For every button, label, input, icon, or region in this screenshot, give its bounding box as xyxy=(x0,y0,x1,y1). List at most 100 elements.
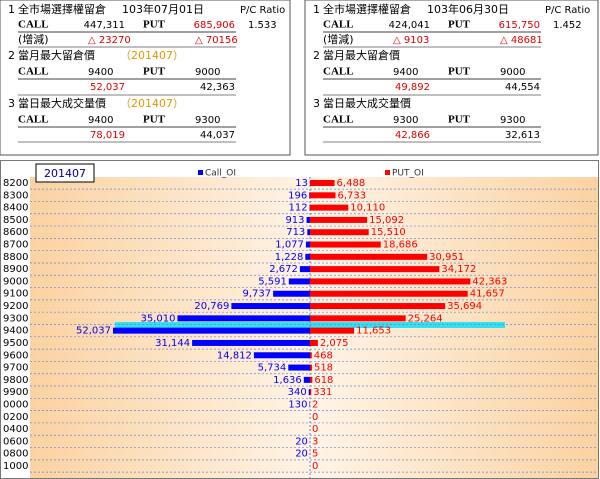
bar xyxy=(305,241,310,248)
y-tick-label: 0600 xyxy=(3,436,28,447)
value-label: 618 xyxy=(314,375,333,386)
value-label: 41,657 xyxy=(470,289,505,300)
cell-call-label: CALL xyxy=(18,19,49,31)
bar xyxy=(307,229,310,236)
bar xyxy=(310,389,312,396)
y-tick-label: 9900 xyxy=(3,387,28,398)
cell-change-label: (增減) xyxy=(323,32,354,46)
value-label: 25,264 xyxy=(408,313,443,324)
cell-number: 1 xyxy=(8,3,15,16)
value-label: 34,172 xyxy=(441,264,476,275)
value-label: 31,144 xyxy=(155,338,190,349)
cell-month: （201407） xyxy=(120,49,184,62)
cell-call-label: CALL xyxy=(323,19,354,31)
value-label: 1,077 xyxy=(275,240,304,251)
cell-put-value: 32,613 xyxy=(505,130,540,141)
bar xyxy=(177,315,310,322)
y-tick-label: 8600 xyxy=(3,227,28,238)
cell-month: （201407） xyxy=(120,97,184,110)
y-tick-label: 8300 xyxy=(3,190,28,201)
bar xyxy=(310,352,312,359)
y-tick-label: 8200 xyxy=(3,178,28,189)
bar xyxy=(310,327,355,334)
value-label: 468 xyxy=(314,350,333,361)
cell-number: 1 xyxy=(313,3,320,16)
legend-swatch xyxy=(198,170,203,175)
bar xyxy=(310,180,335,186)
value-label: 20 xyxy=(295,449,308,460)
value-label: 18,686 xyxy=(383,240,418,251)
cell-put-label: PUT xyxy=(143,19,166,31)
value-label: 11,653 xyxy=(356,326,391,337)
cell-title: 當月最大留倉價 xyxy=(323,48,400,62)
y-tick-label: 9100 xyxy=(3,289,28,300)
panel-left xyxy=(0,0,291,156)
value-label: 112 xyxy=(288,203,307,214)
cell-call-value: 42,866 xyxy=(395,130,430,141)
cell-date: 103年07月01日 xyxy=(122,2,204,16)
value-label: 0 xyxy=(312,424,318,435)
value-label: 5,591 xyxy=(258,276,287,287)
cell-put-strike: 9300 xyxy=(500,115,525,126)
cell-pc-ratio: 1.533 xyxy=(248,20,277,31)
cell-header: 全市場選擇權留倉 xyxy=(18,2,106,16)
cell-number: 3 xyxy=(8,97,15,110)
cell-number: 2 xyxy=(313,49,320,62)
bar xyxy=(310,266,440,273)
value-label: 13 xyxy=(295,178,308,189)
cell-put-value: 44,037 xyxy=(200,130,235,141)
cell-put-label: PUT xyxy=(143,114,166,126)
y-tick-label: 8900 xyxy=(3,264,28,275)
bar xyxy=(288,278,310,285)
cell-pc-label: P/C Ratio xyxy=(545,5,590,16)
value-label: 52,037 xyxy=(76,326,111,337)
bar xyxy=(310,204,349,211)
value-label: 713 xyxy=(286,227,305,238)
cell-call-strike: 9400 xyxy=(88,115,113,126)
value-label: 2,075 xyxy=(320,338,349,349)
cell-number: 2 xyxy=(8,49,15,62)
cell-call-strike: 9400 xyxy=(393,67,418,78)
cell-call-oi: 447,311 xyxy=(84,20,125,31)
legend-swatch xyxy=(385,170,390,175)
bar xyxy=(113,327,310,334)
y-tick-label: 9800 xyxy=(3,375,28,386)
bar xyxy=(310,278,471,285)
cell-put-oi: 615,750 xyxy=(499,20,540,31)
bar xyxy=(310,253,428,260)
bar xyxy=(306,216,310,223)
value-label: 20,769 xyxy=(194,301,229,312)
cell-put-label: PUT xyxy=(448,66,471,78)
cell-pc-ratio: 1.452 xyxy=(553,20,582,31)
bar xyxy=(231,303,310,310)
bar xyxy=(192,339,310,346)
value-label: 15,092 xyxy=(369,215,404,226)
value-label: 2,672 xyxy=(269,264,298,275)
cell-put-label: PUT xyxy=(448,19,471,31)
value-label: 10,110 xyxy=(350,203,385,214)
cell-call-value: 52,037 xyxy=(90,82,125,93)
value-label: 3 xyxy=(312,436,318,447)
cell-call-value: 49,892 xyxy=(395,82,430,93)
value-label: 42,363 xyxy=(472,276,507,287)
cell-put-label: PUT xyxy=(143,66,166,78)
y-tick-label: 9000 xyxy=(3,276,28,287)
legend-label: Call_OI xyxy=(205,169,236,179)
value-label: 14,812 xyxy=(217,350,252,361)
cell-change-label: (增減) xyxy=(18,32,49,46)
value-label: 9,737 xyxy=(242,289,271,300)
cell-date: 103年06月30日 xyxy=(427,2,509,16)
y-tick-label: 0800 xyxy=(3,449,28,460)
cell-title: 當月最大留倉價 xyxy=(18,48,95,62)
y-tick-label: 8700 xyxy=(3,240,28,251)
cell-put-strike: 9000 xyxy=(195,67,220,78)
cell-call-change: △ 23270 xyxy=(88,35,131,46)
bar xyxy=(303,376,310,383)
bar xyxy=(310,315,406,322)
cell-title: 當日最大成交量價 xyxy=(323,96,411,110)
cell-put-strike: 9000 xyxy=(500,67,525,78)
value-label: 1,636 xyxy=(273,375,302,386)
y-tick-label: 0200 xyxy=(3,412,28,423)
cell-call-strike: 9400 xyxy=(88,67,113,78)
y-tick-label: 8800 xyxy=(3,252,28,263)
